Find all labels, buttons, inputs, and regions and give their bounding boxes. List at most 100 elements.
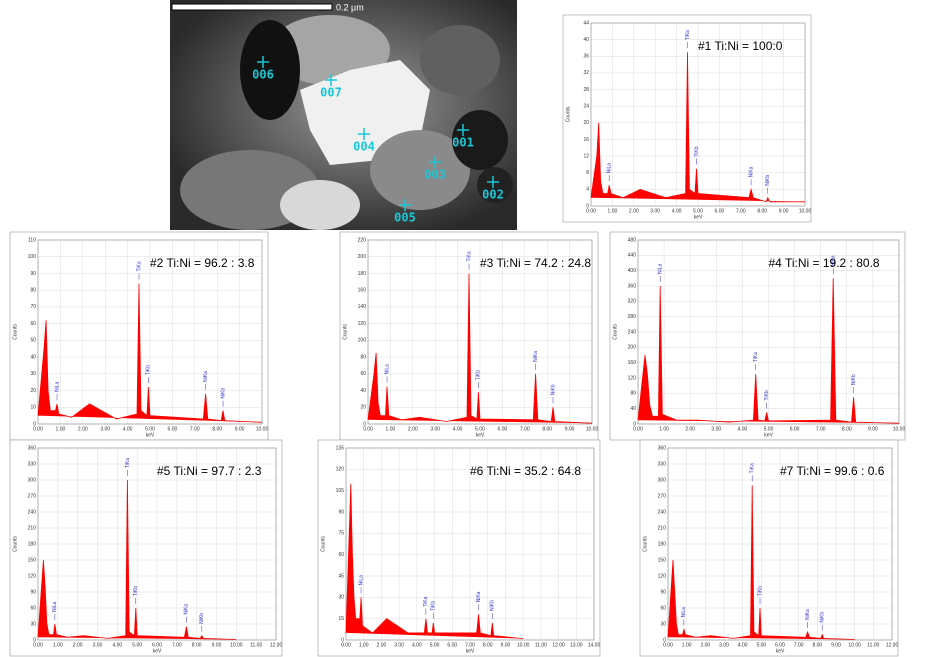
y-tick-label: 24 (583, 104, 589, 110)
x-tick-label: 9.00 (831, 642, 841, 648)
x-tick-label: 6.00 (152, 642, 162, 648)
sem-image: 0.2 µm (170, 0, 517, 230)
y-tick-label: 240 (628, 329, 637, 335)
x-tick-label: 8.00 (192, 642, 202, 648)
annotation: NiLa (358, 575, 364, 586)
x-tick-label: 5.00 (756, 642, 766, 648)
x-tick-label: 1.00 (56, 426, 66, 432)
x-tick-label: 10.00 (848, 642, 861, 648)
y-tick-label: 200 (628, 345, 637, 351)
y-tick-label: 120 (658, 573, 667, 579)
x-tick-label: 3.00 (719, 642, 729, 648)
y-tick-label: 60 (30, 605, 36, 611)
y-tick-label: 0 (663, 637, 666, 643)
x-tick-label: 4.00 (123, 426, 133, 432)
spectrum (37, 283, 263, 423)
y-tick-label: 160 (628, 360, 637, 366)
scale-label: 0.2 µm (336, 2, 364, 12)
annotation: NiLa (384, 364, 390, 375)
x-tick-label: 11.00 (535, 642, 547, 648)
x-axis-label: keV (476, 432, 485, 438)
y-tick-label: 0 (33, 637, 36, 643)
y-tick-label: 45 (338, 573, 344, 579)
y-tick-label: 400 (628, 268, 637, 274)
y-axis-label: Counts (342, 324, 348, 340)
annotation: NiLa (658, 263, 664, 274)
annotation: TiKb (431, 601, 437, 611)
x-tick-label: 9.00 (779, 208, 789, 214)
point-marker (358, 128, 370, 140)
x-tick-label: 7.00 (190, 426, 200, 432)
x-tick-label: 4.00 (738, 426, 748, 432)
x-tick-label: 3.00 (100, 426, 110, 432)
y-tick-label: 150 (658, 557, 667, 563)
annotation: NiKb (550, 384, 556, 395)
point-marker (257, 56, 269, 68)
annotation: NiKb (220, 388, 226, 399)
x-tick-label: 3.00 (430, 426, 440, 432)
y-tick-label: 320 (628, 299, 637, 305)
x-tick-label: 9.00 (235, 426, 245, 432)
y-tick-label: 32 (583, 70, 589, 76)
panel-frame (639, 439, 899, 657)
x-tick-label: 2.00 (685, 426, 695, 432)
y-tick-label: 360 (28, 445, 37, 451)
y-tick-label: 210 (658, 525, 667, 531)
y-tick-label: 40 (583, 37, 589, 43)
x-tick-label: 12.00 (270, 642, 283, 648)
y-axis-label: Counts (12, 536, 18, 552)
y-tick-label: 330 (658, 461, 667, 467)
y-axis-label: Counts (612, 324, 618, 340)
y-tick-label: 60 (30, 321, 36, 327)
x-tick-label: 1.00 (53, 642, 63, 648)
x-tick-label: 7.00 (520, 426, 530, 432)
x-tick-label: 4.00 (672, 208, 682, 214)
x-tick-label: 6.00 (715, 208, 725, 214)
point-marker (457, 124, 469, 136)
x-tick-label: 6.00 (790, 426, 800, 432)
x-tick-label: 9.00 (868, 426, 878, 432)
x-tick-label: 2.00 (700, 642, 710, 648)
annotation: NiKa (476, 591, 482, 602)
y-tick-label: 180 (358, 271, 367, 277)
y-tick-label: 12 (583, 153, 589, 159)
x-tick-label: 1.00 (386, 426, 396, 432)
y-tick-label: 105 (336, 488, 345, 494)
y-tick-label: 15 (338, 616, 344, 622)
annotation: NiKa (533, 351, 539, 362)
annotation: TiKb (757, 586, 763, 596)
y-tick-label: 70 (30, 304, 36, 310)
x-tick-label: 0.00 (33, 426, 43, 432)
y-tick-label: 0 (586, 203, 589, 209)
x-tick-label: 4.00 (738, 642, 748, 648)
x-tick-label: 6.00 (168, 426, 178, 432)
x-axis-label: keV (694, 214, 703, 220)
plot-frame (37, 239, 263, 425)
x-tick-label: 3.00 (650, 208, 660, 214)
x-tick-label: 0.00 (341, 642, 351, 648)
y-tick-label: 360 (628, 283, 637, 289)
point-label: 006 (252, 68, 274, 82)
y-tick-label: 40 (630, 406, 636, 412)
point-marker (399, 199, 411, 211)
spectrum-panel: 0 40 80 120 160 200 240 280 320 360 400 440 480 0.00 1… (609, 231, 905, 441)
chart-title: #7 Ti:Ni = 99.6 : 0.6 (780, 464, 885, 478)
y-tick-label: 180 (28, 541, 37, 547)
spectrum-panel: 0 4 8 12 16 20 24 28 32 36 40 44 0.00 1.00 2.00 3.00 4.0… (562, 14, 812, 223)
point-marker (487, 176, 499, 188)
y-tick-label: 240 (28, 509, 37, 515)
y-tick-label: 40 (360, 388, 366, 394)
annotation: NiLa (607, 163, 613, 174)
y-tick-label: 30 (338, 595, 344, 601)
x-tick-label: 1.00 (659, 426, 669, 432)
x-tick-label: 0.00 (633, 426, 643, 432)
y-tick-label: 90 (338, 509, 344, 515)
y-tick-label: 110 (28, 237, 36, 243)
x-tick-label: 11.00 (250, 642, 262, 648)
spectrum (345, 483, 524, 639)
x-tick-label: 10.00 (799, 208, 812, 214)
annotation: TiKa (753, 352, 759, 362)
y-axis-label: Counts (565, 106, 571, 122)
y-tick-label: 90 (30, 589, 36, 595)
x-tick-label: 8.00 (483, 642, 493, 648)
